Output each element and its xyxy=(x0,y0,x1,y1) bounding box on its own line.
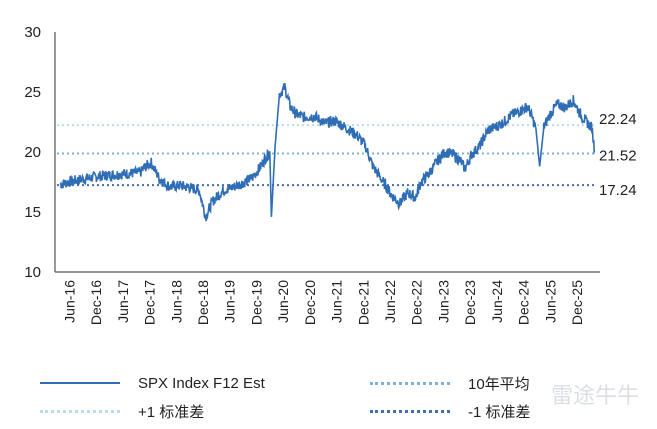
legend-label-series: SPX Index F12 Est xyxy=(138,374,265,392)
y-tick-label: 20 xyxy=(24,144,41,161)
x-tick-label: Jun-25 xyxy=(542,280,558,323)
legend-swatch-series xyxy=(40,382,120,384)
reference-lines xyxy=(57,124,597,187)
series-line-spx xyxy=(59,83,596,222)
legend-label-plus-std: +1 标准差 xyxy=(138,403,205,421)
legend-swatch-minus-std xyxy=(370,409,450,413)
axes xyxy=(54,32,600,273)
ref-value-label: 17.24 xyxy=(599,182,637,199)
x-tick-label: Jun-22 xyxy=(382,280,398,323)
ref-value-labels: 22.24 21.52 17.24 xyxy=(599,111,637,199)
x-tick-label: Jun-23 xyxy=(435,280,451,323)
x-tick-labels: Jun-16 Dec-16 Jun-17 Dec-17 Jun-18 Dec-18 Jun-… xyxy=(61,280,585,325)
y-tick-label: 10 xyxy=(24,264,41,281)
x-tick-label: Jun-17 xyxy=(115,280,131,323)
x-tick-label: Dec-19 xyxy=(248,280,264,325)
ref-value-label: 22.24 xyxy=(599,111,637,128)
legend-item-minus-std: -1 标准差 xyxy=(370,400,531,422)
x-tick-label: Jun-21 xyxy=(329,280,345,323)
x-tick-label: Dec-16 xyxy=(88,280,104,325)
x-tick-label: Jun-16 xyxy=(61,280,77,323)
y-tick-labels: 30 25 20 15 10 xyxy=(24,24,41,281)
y-tick-label: 30 xyxy=(24,24,41,41)
x-tick-label: Dec-24 xyxy=(516,280,532,325)
watermark: 雷途牛牛 xyxy=(550,383,639,408)
legend-label-minus-std: -1 标准差 xyxy=(468,403,531,421)
legend: SPX Index F12 Est 10年平均 +1 标准差 -1 标准差 xyxy=(40,372,640,428)
x-tick-label: Dec-25 xyxy=(569,280,585,325)
x-tick-label: Jun-20 xyxy=(275,280,291,323)
ref-value-label: 21.52 xyxy=(599,147,637,164)
legend-label-avg: 10年平均 xyxy=(468,375,530,393)
legend-item-plus-std: +1 标准差 xyxy=(40,400,204,422)
x-tick-label: Jun-19 xyxy=(222,280,238,323)
x-tick-label: Dec-21 xyxy=(355,280,371,325)
x-tick-label: Jun-24 xyxy=(489,280,505,323)
x-tick-label: Dec-22 xyxy=(409,280,425,325)
x-tick-label: Dec-17 xyxy=(142,280,158,325)
legend-swatch-plus-std xyxy=(40,409,120,413)
legend-item-avg: 10年平均 xyxy=(370,372,530,394)
legend-item-series: SPX Index F12 Est xyxy=(40,372,265,394)
x-tick-label: Dec-20 xyxy=(302,280,318,325)
x-tick-label: Dec-18 xyxy=(195,280,211,325)
y-tick-label: 25 xyxy=(24,84,41,101)
y-tick-label: 15 xyxy=(24,204,41,221)
legend-swatch-avg xyxy=(370,381,450,385)
x-tick-label: Dec-23 xyxy=(462,280,478,325)
x-tick-label: Jun-18 xyxy=(168,280,184,323)
